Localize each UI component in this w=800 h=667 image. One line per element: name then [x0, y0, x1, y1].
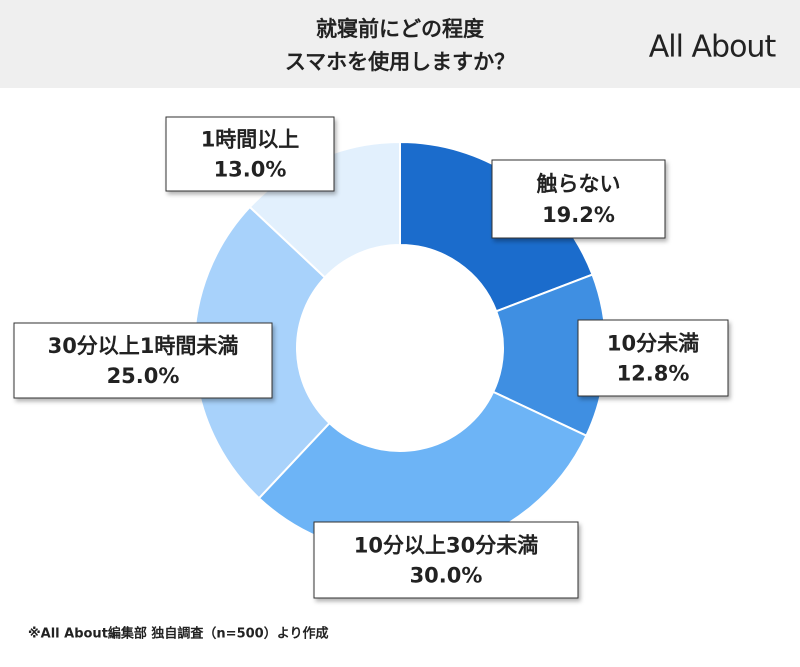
value-label: 19.2%	[542, 203, 615, 227]
category-label: 10分未満	[607, 331, 699, 355]
donut-slice	[257, 390, 588, 555]
footnote: ※All About編集部 独自調査（n=500）より作成	[28, 626, 328, 642]
value-label: 12.8%	[617, 362, 690, 386]
label-box	[577, 319, 729, 397]
label-box	[313, 521, 579, 599]
logo: All About	[649, 30, 777, 65]
label-box	[13, 322, 273, 399]
header-band	[0, 0, 800, 88]
label-box	[165, 116, 335, 192]
label-box	[491, 159, 666, 239]
category-label: 1時間以上	[201, 128, 300, 152]
value-label: 25.0%	[107, 364, 180, 388]
category-label: 10分以上30分未満	[354, 533, 538, 557]
value-label: 30.0%	[410, 564, 483, 588]
category-label: 30分以上1時間未満	[48, 334, 239, 358]
chart-title: スマホを使用しますか？	[285, 50, 515, 74]
chart-title: 就寝前にどの程度	[316, 17, 484, 41]
value-label: 13.0%	[214, 157, 287, 181]
category-label: 触らない	[537, 172, 621, 196]
